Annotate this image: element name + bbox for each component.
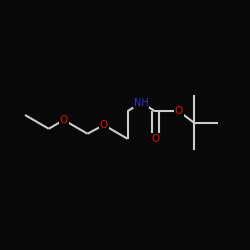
Text: O: O [174, 106, 183, 116]
Text: O: O [100, 120, 108, 130]
Text: NH: NH [134, 98, 148, 108]
Text: O: O [60, 115, 68, 125]
Text: O: O [151, 134, 159, 144]
